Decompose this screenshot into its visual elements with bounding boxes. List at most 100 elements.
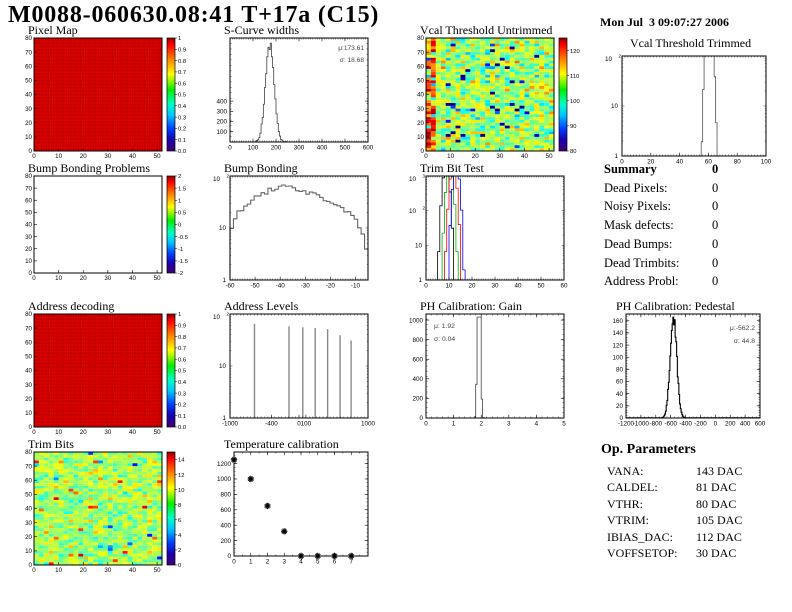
svg-text:0.6: 0.6	[178, 81, 186, 87]
svg-text:600: 600	[755, 421, 766, 428]
svg-text:2: 2	[178, 174, 181, 180]
svg-text:50: 50	[25, 492, 32, 499]
svg-text:0: 0	[178, 223, 181, 229]
svg-text:0: 0	[32, 429, 36, 436]
svg-text:100: 100	[301, 421, 312, 428]
svg-text:100: 100	[570, 99, 580, 105]
svg-text:0.9: 0.9	[178, 48, 186, 54]
svg-text:60: 60	[616, 379, 624, 386]
svg-text:40: 40	[25, 506, 32, 513]
svg-text:20: 20	[25, 534, 32, 541]
svg-text:3: 3	[507, 421, 511, 428]
svg-text:4: 4	[299, 559, 303, 566]
svg-text:30: 30	[25, 520, 32, 527]
svg-text:60: 60	[25, 197, 32, 204]
svg-text:120: 120	[570, 49, 580, 55]
svg-text:50: 50	[154, 429, 161, 436]
svg-text:70: 70	[25, 463, 32, 470]
svg-text:80: 80	[616, 367, 624, 374]
svg-text:-400: -400	[265, 421, 278, 428]
svg-text:50: 50	[25, 354, 32, 361]
svg-text:1: 1	[222, 277, 226, 284]
svg-text:30: 30	[25, 234, 32, 241]
svg-text:σ: 44.8: σ: 44.8	[734, 338, 755, 345]
svg-text:70: 70	[25, 49, 32, 56]
svg-text:160: 160	[612, 318, 623, 325]
svg-text:50: 50	[417, 78, 424, 85]
svg-text:10: 10	[25, 134, 32, 141]
svg-text:10: 10	[415, 243, 423, 250]
svg-text:20: 20	[25, 120, 32, 127]
svg-text:10: 10	[55, 567, 62, 574]
svg-text:60: 60	[25, 339, 32, 346]
svg-text:200: 200	[216, 119, 227, 126]
svg-text:10: 10	[409, 176, 417, 183]
svg-text:10: 10	[25, 410, 32, 417]
svg-text:1: 1	[178, 36, 181, 42]
svg-text:600: 600	[363, 145, 374, 152]
svg-text:0: 0	[421, 148, 425, 155]
svg-text:4: 4	[535, 421, 539, 428]
svg-text:10: 10	[409, 208, 417, 215]
svg-text:0: 0	[32, 153, 36, 160]
svg-text:50: 50	[154, 567, 161, 574]
svg-text:80: 80	[25, 449, 32, 456]
svg-text:20: 20	[25, 396, 32, 403]
svg-text:0: 0	[232, 559, 236, 566]
svg-text:10: 10	[417, 134, 424, 141]
svg-text:100: 100	[612, 354, 623, 361]
svg-text:40: 40	[616, 391, 624, 398]
svg-text:-40: -40	[276, 283, 286, 290]
svg-text:3: 3	[282, 559, 286, 566]
svg-text:8: 8	[178, 503, 181, 509]
svg-text:-600: -600	[664, 421, 677, 428]
svg-text:200: 200	[220, 538, 231, 545]
svg-text:0.8: 0.8	[178, 335, 186, 341]
svg-text:0.8: 0.8	[178, 59, 186, 65]
svg-text:7: 7	[349, 559, 353, 566]
svg-text:0.1: 0.1	[178, 138, 186, 144]
svg-text:40: 40	[25, 92, 32, 99]
svg-text:40: 40	[514, 283, 522, 290]
svg-text:1: 1	[222, 415, 226, 422]
svg-text:σ: 18.68: σ: 18.68	[340, 57, 365, 64]
svg-text:300: 300	[216, 109, 227, 116]
svg-text:-200: -200	[694, 421, 707, 428]
svg-text:600: 600	[220, 507, 231, 514]
svg-text:800: 800	[220, 492, 231, 499]
svg-text:1: 1	[452, 421, 456, 428]
svg-text:-20: -20	[326, 283, 336, 290]
svg-text:0.0: 0.0	[178, 149, 186, 155]
svg-text:3: 3	[423, 174, 426, 179]
svg-text:30: 30	[417, 106, 424, 113]
svg-text:90: 90	[570, 124, 576, 130]
svg-text:0: 0	[419, 415, 423, 422]
svg-text:0.5: 0.5	[178, 211, 186, 217]
svg-text:10: 10	[55, 429, 62, 436]
svg-text:0: 0	[424, 153, 428, 160]
svg-text:0: 0	[32, 567, 36, 574]
svg-text:400: 400	[317, 145, 328, 152]
svg-text:6: 6	[333, 559, 337, 566]
svg-text:0.3: 0.3	[178, 115, 186, 121]
svg-text:1000: 1000	[361, 421, 376, 428]
svg-text:40: 40	[25, 368, 32, 375]
svg-text:120: 120	[612, 342, 623, 349]
svg-text:0: 0	[32, 275, 36, 282]
svg-text:200: 200	[271, 145, 282, 152]
svg-text:60: 60	[25, 63, 32, 70]
svg-text:0.4: 0.4	[178, 104, 187, 110]
svg-text:20: 20	[468, 283, 476, 290]
svg-text:1200: 1200	[217, 461, 232, 468]
svg-text:10: 10	[611, 103, 619, 110]
svg-text:0: 0	[424, 421, 428, 428]
svg-text:600: 600	[412, 356, 423, 363]
svg-text:30: 30	[104, 153, 111, 160]
svg-text:2: 2	[266, 559, 270, 566]
svg-text:100: 100	[216, 129, 227, 136]
svg-text:-50: -50	[251, 283, 261, 290]
svg-text:70: 70	[25, 325, 32, 332]
svg-text:0: 0	[29, 562, 33, 569]
svg-text:-2: -2	[178, 271, 183, 277]
svg-text:80: 80	[25, 173, 32, 180]
